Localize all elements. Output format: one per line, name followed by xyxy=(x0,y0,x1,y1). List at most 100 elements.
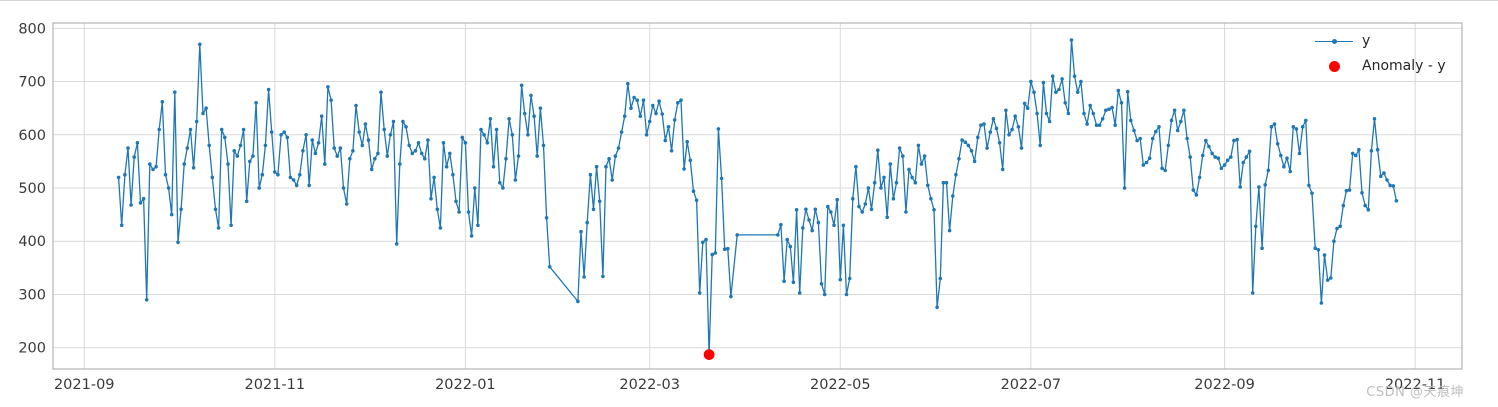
data-point-marker xyxy=(144,298,149,302)
data-point-marker xyxy=(457,210,461,214)
data-point-marker xyxy=(1213,155,1217,159)
data-point-marker xyxy=(1172,108,1177,113)
data-point-marker xyxy=(223,135,227,140)
data-point-marker xyxy=(157,127,161,132)
page-top-border xyxy=(0,0,1498,1)
data-point-marker xyxy=(594,164,599,169)
data-point-marker xyxy=(547,265,552,269)
data-point-marker xyxy=(298,172,302,177)
data-point-marker xyxy=(1282,164,1286,169)
data-point-marker xyxy=(1157,125,1161,129)
data-point-marker xyxy=(304,133,308,137)
data-point-marker xyxy=(1132,128,1136,133)
data-point-marker xyxy=(354,103,358,108)
data-point-marker xyxy=(588,172,593,177)
data-point-marker xyxy=(544,216,549,220)
data-point-marker xyxy=(373,156,377,161)
data-point-marker xyxy=(1163,168,1167,173)
data-point-marker xyxy=(191,166,196,170)
data-point-marker xyxy=(1210,151,1214,156)
data-point-marker xyxy=(1088,103,1092,108)
data-point-marker xyxy=(954,172,958,177)
data-point-marker xyxy=(1194,193,1199,197)
data-point-marker xyxy=(466,210,471,214)
data-point-marker xyxy=(816,220,821,225)
data-point-marker xyxy=(585,220,589,225)
data-point-marker xyxy=(876,148,880,152)
data-point-marker xyxy=(972,159,977,164)
data-point-marker xyxy=(454,199,458,204)
data-point-marker xyxy=(1075,90,1080,94)
data-point-marker xyxy=(266,87,271,92)
y-axis-tick-label: 400 xyxy=(18,234,46,250)
data-point-marker xyxy=(647,119,652,124)
data-point-marker xyxy=(429,196,433,201)
data-point-marker xyxy=(1122,186,1127,190)
x-axis-tick-label: 2022-09 xyxy=(1194,377,1255,393)
data-point-marker xyxy=(1316,248,1321,252)
data-point-marker xyxy=(204,106,208,110)
data-point-marker xyxy=(138,201,143,205)
data-point-marker xyxy=(891,196,896,201)
data-point-marker xyxy=(416,141,421,145)
data-point-marker xyxy=(844,292,849,297)
data-point-marker xyxy=(904,210,908,214)
data-point-marker xyxy=(1166,143,1171,148)
data-point-marker xyxy=(460,135,465,140)
data-point-marker xyxy=(313,151,318,156)
data-point-marker xyxy=(897,146,902,150)
data-point-marker xyxy=(276,172,280,177)
data-point-marker xyxy=(316,141,321,145)
data-point-marker xyxy=(1138,136,1142,141)
data-point-marker xyxy=(1354,153,1358,158)
data-point-marker xyxy=(982,122,986,126)
data-point-marker xyxy=(835,197,839,202)
data-point-marker xyxy=(1360,191,1364,195)
data-point-marker xyxy=(1072,74,1077,78)
data-point-marker xyxy=(154,164,158,169)
data-point-marker xyxy=(1232,138,1236,143)
data-point-marker xyxy=(163,172,168,177)
data-point-marker xyxy=(251,154,255,158)
data-point-marker xyxy=(804,207,808,212)
data-point-marker xyxy=(838,277,843,282)
data-point-marker xyxy=(294,183,299,188)
data-point-marker xyxy=(216,226,221,230)
data-point-marker xyxy=(1107,107,1111,111)
data-point-marker xyxy=(576,299,580,304)
data-point-marker xyxy=(1260,246,1264,250)
data-point-marker xyxy=(1004,108,1008,113)
data-point-marker xyxy=(410,151,415,156)
data-point-marker xyxy=(1116,88,1121,93)
data-point-marker xyxy=(607,156,611,161)
data-point-marker xyxy=(404,125,408,129)
data-point-marker xyxy=(516,154,521,158)
data-point-marker xyxy=(851,196,855,201)
data-point-marker xyxy=(444,164,449,169)
data-point-marker xyxy=(1054,90,1058,94)
data-point-marker xyxy=(719,176,724,181)
data-point-marker xyxy=(479,127,483,132)
data-point-marker xyxy=(988,130,993,134)
data-point-marker xyxy=(657,99,661,103)
data-point-marker xyxy=(160,100,165,104)
data-point-marker xyxy=(123,172,127,177)
data-point-marker xyxy=(688,158,693,163)
data-point-marker xyxy=(822,292,827,297)
data-point-marker xyxy=(1000,167,1005,172)
data-point-marker xyxy=(529,93,533,98)
data-point-marker xyxy=(1175,128,1180,133)
x-axis-tick-label: 2022-05 xyxy=(810,377,871,393)
data-point-marker xyxy=(1219,166,1224,171)
series-line-y xyxy=(117,39,1398,356)
data-point-marker xyxy=(360,143,365,148)
data-point-marker xyxy=(185,146,190,150)
data-point-marker xyxy=(1319,301,1324,305)
data-point-marker xyxy=(238,143,243,148)
data-point-marker xyxy=(726,246,730,251)
x-axis-tick-label: 2022-03 xyxy=(619,377,680,393)
data-point-marker xyxy=(919,162,924,166)
data-point-marker xyxy=(135,141,140,145)
data-point-marker xyxy=(182,162,186,166)
data-point-marker xyxy=(951,194,955,198)
